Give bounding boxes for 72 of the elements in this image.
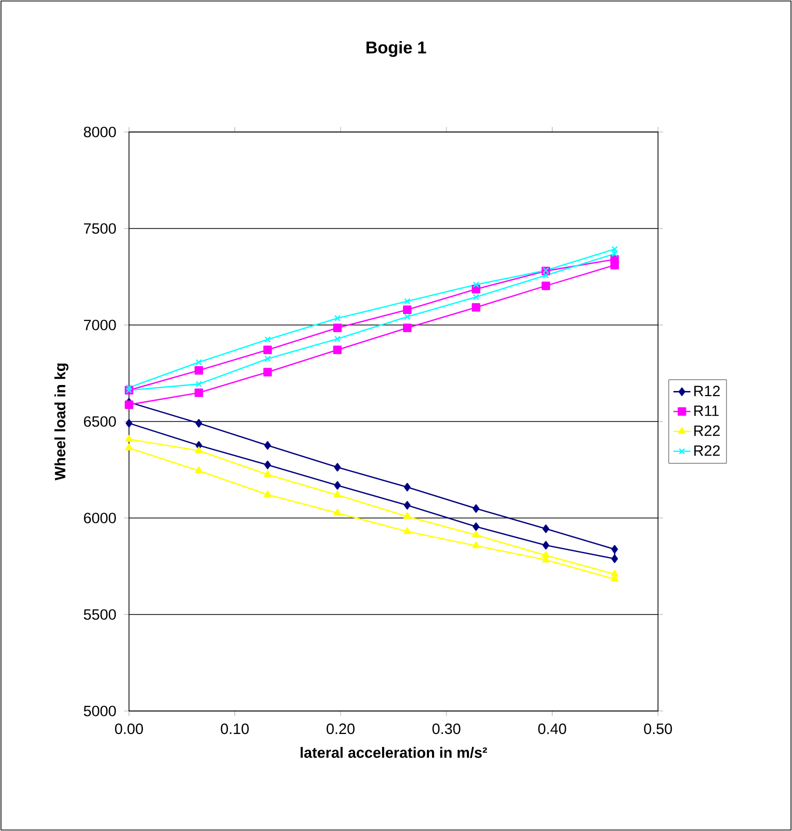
x-tick-label: 0.50 [644,724,672,734]
point [264,336,271,343]
point [472,530,480,538]
point [263,346,272,354]
y-tick-label: 5500 [84,609,116,620]
point [403,305,412,314]
y-tick-label: 7500 [84,223,116,234]
point [264,441,271,450]
y-tick-label: 8000 [84,126,116,138]
point [196,359,202,366]
point [125,444,133,450]
point [403,527,412,534]
point [264,490,272,498]
point [404,314,410,320]
point [334,481,341,490]
point [263,368,272,376]
point [542,282,550,290]
x-tick-label: 0.40 [538,724,566,734]
point [264,460,271,470]
point [404,501,411,510]
legend-label: R12 [694,386,720,396]
point [124,400,134,409]
point [472,522,480,531]
point [611,250,618,257]
x-axis-title: lateral acceleration in m/s² [300,746,488,758]
x-tick-label: 0.30 [432,724,460,734]
y-tick-label: 7000 [84,320,116,330]
point [195,466,203,474]
point [334,462,341,472]
point [542,540,550,550]
point [611,545,618,554]
point [542,524,550,534]
point [334,315,341,322]
x-tick-label: 0.10 [220,724,249,734]
point [472,281,480,288]
point [610,570,618,577]
point [195,418,202,428]
y-tick-label: 6500 [84,416,116,427]
point [264,470,272,478]
point [195,446,203,454]
point [334,508,342,516]
point [610,260,619,270]
point [334,490,342,498]
point [264,356,271,362]
y-tick-label: 5000 [84,706,116,716]
point [403,324,412,332]
chart-title: Bogie 1 [366,41,426,57]
point [611,246,618,252]
point [194,366,204,375]
point [472,542,480,548]
point [472,294,480,300]
point [333,346,342,354]
y-tick-label: 6000 [84,512,116,524]
y-axis-title: Wheel load in kg [54,364,68,480]
point [196,380,202,388]
legend-label: R11 [694,406,719,416]
point [333,324,342,332]
point [404,482,411,492]
legend-label: R22 [694,445,720,456]
legend-label: R22 [694,425,720,436]
point [404,298,410,304]
point [126,418,132,428]
point [542,272,550,279]
point [194,388,204,397]
point [334,336,341,342]
x-tick-label: 0.00 [115,724,143,734]
point [403,512,412,519]
point [611,554,618,563]
x-tick-label: 0.20 [326,724,355,734]
point [472,504,480,513]
point [125,435,133,442]
point [472,303,480,312]
